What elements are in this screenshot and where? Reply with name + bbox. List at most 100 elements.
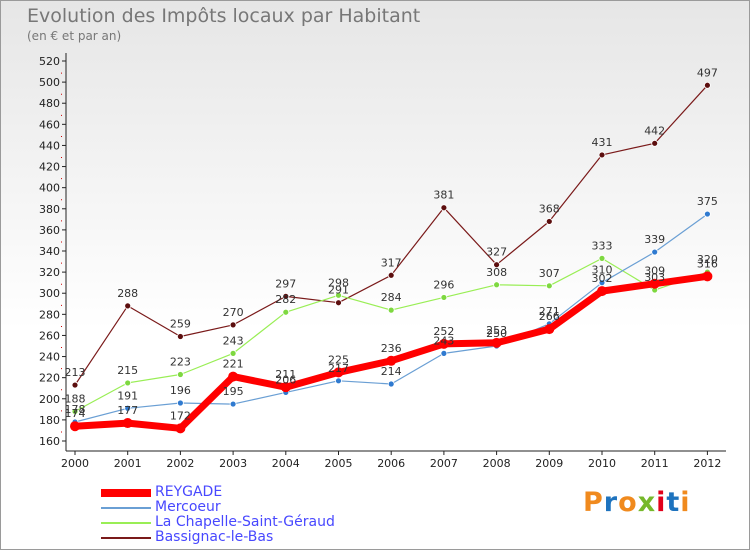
y-tick-label: 360 <box>39 224 60 237</box>
data-point <box>545 218 553 225</box>
data-point <box>493 261 501 269</box>
y-tick-label: 480 <box>39 97 60 110</box>
data-label: 310 <box>592 264 613 277</box>
y-tick-label: 420 <box>39 161 60 174</box>
y-tick-label: 300 <box>39 287 60 300</box>
y-tick-label: 280 <box>39 308 60 321</box>
data-label: 250 <box>486 327 507 340</box>
data-label: 266 <box>539 310 560 323</box>
data-label: 431 <box>592 136 613 149</box>
data-label: 298 <box>328 276 349 289</box>
legend-swatch <box>101 522 151 524</box>
legend-swatch <box>101 507 151 509</box>
data-label: 188 <box>65 392 86 405</box>
data-point <box>597 286 607 297</box>
y-tick-label: 320 <box>39 266 60 279</box>
data-label: 284 <box>381 291 402 304</box>
data-point <box>651 139 659 147</box>
x-tick-label: 2006 <box>377 457 405 470</box>
data-point <box>176 399 184 407</box>
data-point <box>440 349 448 357</box>
data-point <box>335 377 342 385</box>
legend-label: Bassignac-le-Bas <box>155 529 274 545</box>
y-tick-label: 440 <box>39 139 60 152</box>
data-label: 302 <box>592 272 613 285</box>
y-tick-label: 400 <box>39 182 60 195</box>
data-label: 309 <box>644 265 665 278</box>
legend-label: REYGADE <box>155 484 223 500</box>
legend-swatch <box>101 537 151 539</box>
data-point <box>598 279 606 287</box>
data-label: 236 <box>381 342 402 355</box>
data-point <box>229 349 237 357</box>
data-label: 243 <box>433 334 454 347</box>
y-tick-label: 200 <box>39 393 60 406</box>
data-label: 178 <box>65 403 86 416</box>
data-label: 291 <box>328 284 349 297</box>
data-label: 206 <box>275 373 296 386</box>
y-tick-label: 520 <box>39 55 60 68</box>
y-tick-label: 240 <box>39 351 60 364</box>
data-point <box>176 333 184 340</box>
data-point <box>335 291 342 299</box>
data-point <box>335 299 342 307</box>
y-tick-label: 340 <box>39 245 60 258</box>
x-tick-label: 2007 <box>430 457 458 470</box>
data-label: 317 <box>381 256 402 269</box>
data-point <box>651 248 659 256</box>
data-label: 223 <box>170 356 191 369</box>
legend-label: La Chapelle-Saint-Géraud <box>155 514 335 530</box>
data-label: 259 <box>170 318 191 331</box>
y-tick-label: 460 <box>39 118 60 131</box>
data-label: 221 <box>223 358 244 371</box>
data-label: 243 <box>223 334 244 347</box>
x-tick-label: 2002 <box>166 457 194 470</box>
data-point <box>176 371 184 378</box>
x-tick-label: 2011 <box>641 457 669 470</box>
data-point <box>229 321 237 329</box>
data-label: 381 <box>433 189 454 202</box>
y-tick-label: 180 <box>39 414 60 427</box>
data-point <box>440 294 448 301</box>
data-point <box>438 338 449 349</box>
data-label: 213 <box>65 366 86 379</box>
chart-subtitle: (en € et par an) <box>27 29 122 43</box>
x-tick-label: 2005 <box>325 457 353 470</box>
data-label: 211 <box>275 368 296 381</box>
y-tick-label: 220 <box>39 372 60 385</box>
data-point <box>598 254 606 262</box>
legend-swatch <box>101 489 151 497</box>
x-tick-label: 2004 <box>272 457 300 470</box>
legend-label: Mercoeur <box>155 499 221 515</box>
data-point <box>598 151 606 159</box>
x-tick-label: 2009 <box>535 457 563 470</box>
data-point <box>386 355 397 366</box>
data-label: 316 <box>697 257 718 270</box>
data-label: 217 <box>328 362 349 375</box>
data-point <box>124 379 132 387</box>
data-label: 368 <box>539 202 560 215</box>
data-label: 308 <box>486 266 507 279</box>
data-point <box>282 292 290 300</box>
data-label: 297 <box>275 277 296 290</box>
data-label: 442 <box>644 124 665 137</box>
data-label: 282 <box>275 293 296 306</box>
x-tick-label: 2008 <box>483 457 511 470</box>
data-point <box>124 302 132 310</box>
data-label: 191 <box>117 389 138 402</box>
data-point <box>387 380 395 388</box>
data-point <box>122 418 133 429</box>
data-point <box>71 408 79 415</box>
data-label: 225 <box>328 353 349 366</box>
data-label: 271 <box>539 305 560 318</box>
data-point <box>70 421 80 432</box>
data-label: 339 <box>644 233 665 246</box>
data-label: 497 <box>697 66 718 79</box>
data-label: 288 <box>117 287 138 300</box>
data-label: 375 <box>697 195 718 208</box>
chart-title: Evolution des Impôts locaux par Habitant <box>27 5 421 27</box>
proxiti-logo: Proxiti <box>583 487 691 518</box>
data-label: 252 <box>433 325 454 338</box>
data-point <box>704 81 711 89</box>
